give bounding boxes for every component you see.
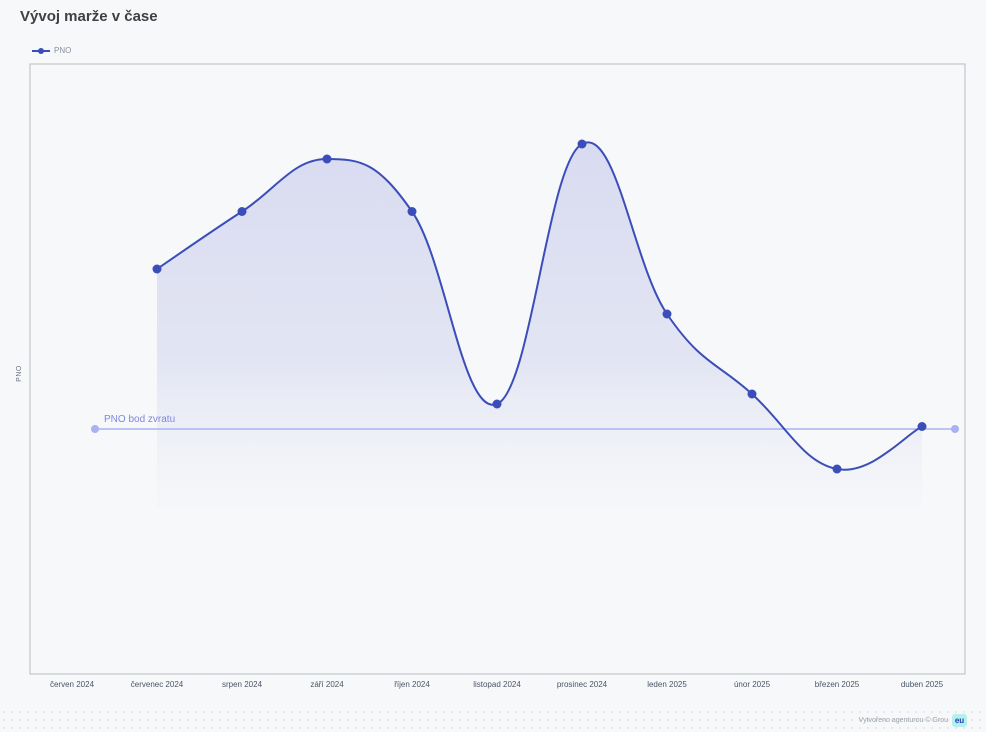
data-point-1[interactable] <box>152 264 162 274</box>
data-point-8[interactable] <box>747 389 757 399</box>
footer-credit: Vytvořeno agenturou © Grou <box>858 717 948 724</box>
x-tick-label: prosinec 2024 <box>557 680 608 689</box>
reference-start-point <box>91 425 99 433</box>
x-tick-label: listopad 2024 <box>473 680 521 689</box>
x-tick-label: leden 2025 <box>647 680 687 689</box>
data-point-5[interactable] <box>492 399 502 409</box>
series-area-pno <box>157 142 922 507</box>
series-line-pno <box>156 141 923 471</box>
x-tick-label: říjen 2024 <box>394 680 430 689</box>
data-point-3[interactable] <box>322 154 332 164</box>
reference-end-point <box>951 425 959 433</box>
x-tick-label: červenec 2024 <box>131 680 184 689</box>
data-point-7[interactable] <box>662 309 672 319</box>
legend-label-pno: PNO <box>54 46 72 55</box>
data-point-10[interactable] <box>917 422 927 431</box>
data-point-9[interactable] <box>832 464 842 474</box>
data-point-6[interactable] <box>577 139 587 149</box>
x-tick-label: červen 2024 <box>50 680 95 689</box>
data-point-4[interactable] <box>407 207 417 216</box>
x-tick-label: duben 2025 <box>901 680 944 689</box>
x-tick-label: březen 2025 <box>815 680 860 689</box>
legend-swatch-pno <box>32 47 50 54</box>
data-point-2[interactable] <box>237 207 247 216</box>
agency-logo: eu <box>952 714 967 727</box>
x-tick-label: září 2024 <box>310 680 344 689</box>
reference-line-label: PNO bod zvratu <box>104 414 175 425</box>
x-tick-label: srpen 2024 <box>222 680 263 689</box>
decorative-dot-pattern <box>0 708 986 732</box>
legend[interactable]: PNO <box>32 46 71 55</box>
x-tick-label: únor 2025 <box>734 680 771 689</box>
chart-title: Vývoj marže v čase <box>20 8 158 25</box>
